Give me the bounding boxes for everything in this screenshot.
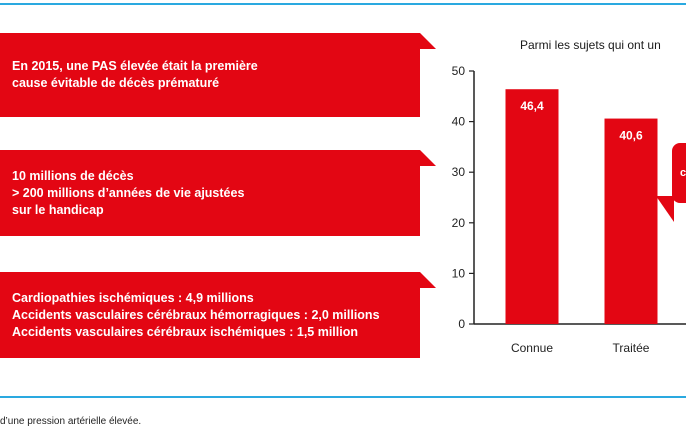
card-line: > 200 millions d’années de vie ajustées [12, 185, 245, 200]
bar-chart: 0 10 20 30 40 50 46,4 Connue 40,6 Traitée [452, 64, 686, 355]
footnote: d’une pression artérielle élevée. [0, 416, 142, 427]
y-tick-label: 0 [458, 317, 465, 331]
x-tick-label: Traitée [613, 341, 650, 355]
callout-bubble: c [672, 143, 686, 203]
y-tick-label: 50 [452, 64, 466, 78]
y-tick-label: 30 [452, 165, 466, 179]
y-tick-label: 20 [452, 216, 466, 230]
callout-text: c [680, 167, 686, 179]
card-line: sur le handicap [12, 202, 104, 217]
card-line: Cardiopathies ischémiques : 4,9 millions [12, 290, 254, 305]
bar [505, 89, 559, 324]
card-line: En 2015, une PAS élevée était la premièr… [12, 59, 258, 73]
chart-title: Parmi les sujets qui ont un [520, 38, 661, 52]
card-line: cause évitable de décès prématuré [12, 76, 220, 90]
card-line: Accidents vasculaires cérébraux ischémiq… [12, 324, 358, 339]
y-tick-label: 40 [452, 115, 466, 129]
info-card-cause: En 2015, une PAS élevée était la premièr… [0, 33, 436, 117]
callout-tail [656, 196, 674, 222]
x-tick-label: Connue [511, 341, 553, 355]
card-line: 10 millions de décès [12, 168, 134, 183]
bar-value-label: 40,6 [619, 129, 643, 143]
top-divider [0, 3, 686, 5]
bar-value-label: 46,4 [520, 99, 544, 113]
bottom-divider [0, 396, 686, 398]
y-tick-label: 10 [452, 266, 466, 280]
bar [604, 118, 658, 325]
card-line: Accidents vasculaires cérébraux hémorrag… [12, 307, 380, 322]
info-card-conditions: Cardiopathies ischémiques : 4,9 millions… [0, 272, 436, 358]
info-card-deaths: 10 millions de décès > 200 millions d’an… [0, 150, 436, 236]
